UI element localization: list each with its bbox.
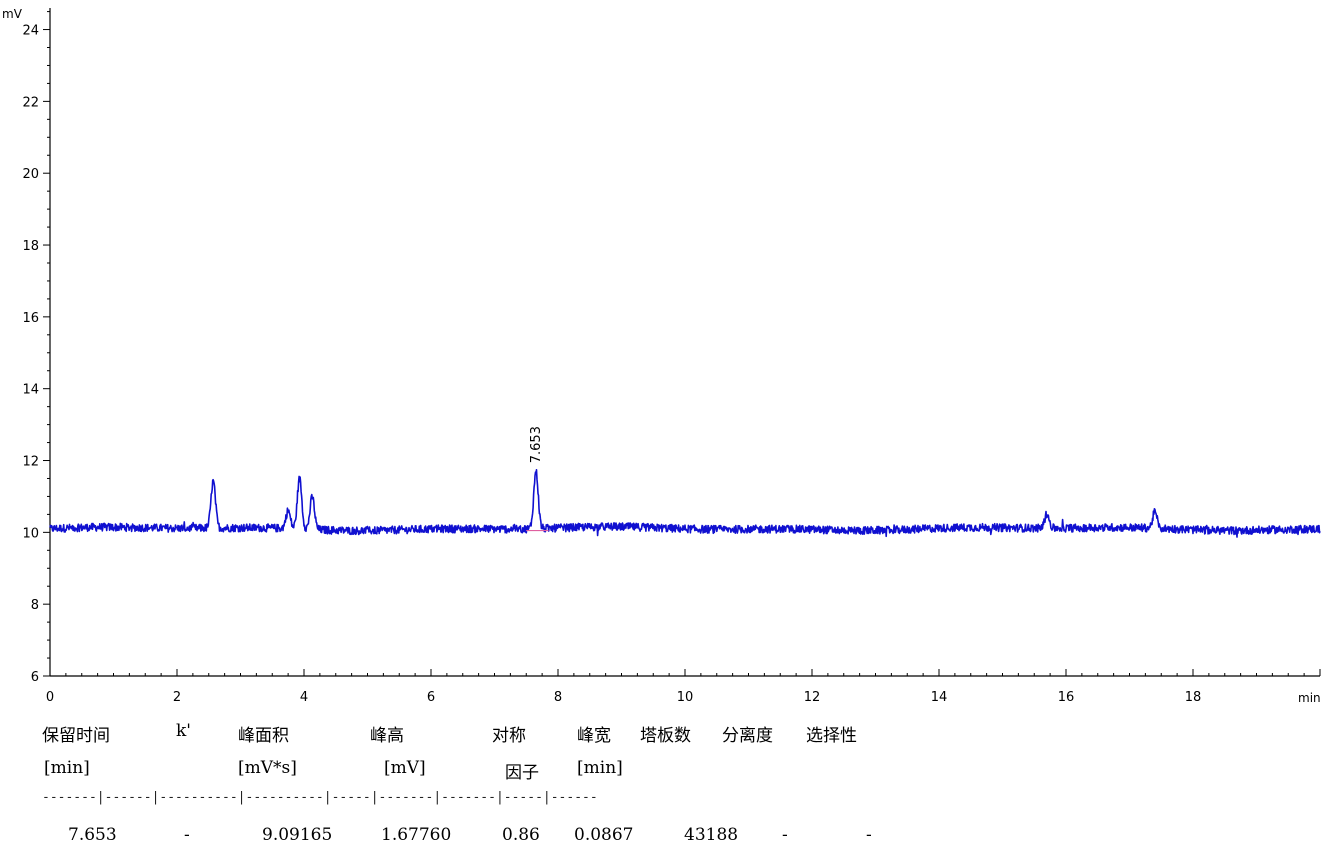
y-tick-label: 14: [22, 383, 39, 398]
header-peak-area: 峰面积: [238, 726, 289, 746]
header-selectivity: 选择性: [806, 726, 857, 746]
x-tick-label: 4: [300, 690, 308, 705]
chart-series: [49, 468, 1321, 538]
signal-trace: [49, 468, 1321, 538]
unit-peak-area: [mV*s]: [238, 758, 297, 778]
x-axis-unit-label: min: [1298, 691, 1321, 705]
unit-retention-time: [min]: [44, 758, 90, 778]
unit-symmetry: 因子: [505, 763, 539, 783]
y-tick-label: 20: [22, 167, 39, 182]
x-tick-label: 0: [46, 690, 54, 705]
row-symmetry: 0.86: [502, 825, 540, 845]
x-tick-label: 14: [931, 690, 948, 705]
header-resolution: 分离度: [722, 726, 773, 746]
y-tick-label: 22: [22, 95, 39, 110]
row-retention-time: 7.653: [68, 825, 117, 845]
y-axis-unit-label: mV: [2, 7, 23, 21]
unit-peak-height: [mV]: [384, 758, 426, 778]
y-tick-label: 8: [31, 598, 39, 613]
y-tick-label: 10: [22, 526, 39, 541]
row-resolution: -: [782, 825, 788, 845]
x-tick-label: 16: [1058, 690, 1075, 705]
y-tick-label: 18: [22, 239, 39, 254]
row-peak-area: 9.09165: [262, 825, 333, 845]
chart-axes: mV min: [2, 7, 1321, 705]
row-k-prime: -: [184, 825, 190, 845]
x-tick-label: 6: [427, 690, 435, 705]
y-tick-label: 6: [31, 670, 39, 685]
x-tick-label: 18: [1185, 690, 1202, 705]
header-peak-height: 峰高: [370, 726, 404, 746]
chart-annotations: 7.653: [526, 426, 549, 532]
row-peak-width: 0.0867: [574, 825, 634, 845]
x-tick-label: 10: [677, 690, 694, 705]
header-plate-count: 塔板数: [640, 726, 691, 746]
x-tick-label: 2: [173, 690, 181, 705]
x-tick-label: 12: [804, 690, 821, 705]
row-peak-height: 1.67760: [381, 825, 452, 845]
y-tick-label: 12: [22, 455, 39, 470]
header-k-prime: k': [176, 721, 191, 741]
row-selectivity: -: [866, 825, 872, 845]
unit-peak-width: [min]: [577, 758, 623, 778]
y-tick-label: 16: [22, 311, 39, 326]
header-peak-width: 峰宽: [577, 726, 611, 746]
y-tick-label: 24: [22, 24, 39, 39]
x-tick-label: 8: [554, 690, 562, 705]
peak-results-table: 保留时间 k' 峰面积 峰高 对称 峰宽 塔板数 分离度 选择性 [min] […: [0, 715, 1322, 845]
row-plate-count: 43188: [684, 825, 739, 845]
header-symmetry: 对称: [492, 726, 526, 746]
table-separator: -------|------|----------|----------|---…: [42, 790, 598, 805]
header-retention-time: 保留时间: [42, 726, 110, 746]
peak-retention-label: 7.653: [529, 426, 544, 463]
